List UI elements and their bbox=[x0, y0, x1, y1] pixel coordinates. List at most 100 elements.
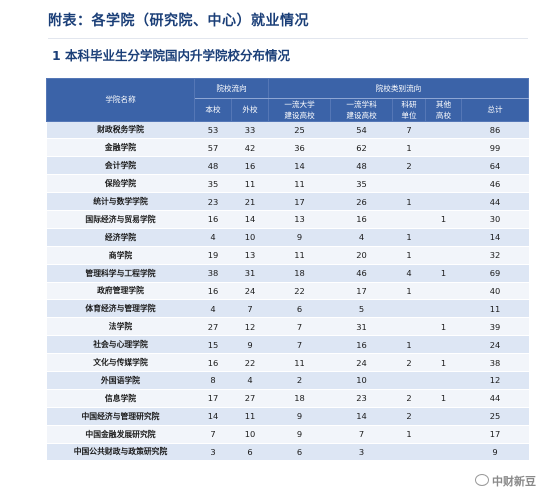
cell-name: 国际经济与贸易学院 bbox=[46, 210, 195, 229]
cell-qita bbox=[425, 282, 462, 301]
cell-name: 经济学院 bbox=[46, 228, 195, 247]
cell-xueke: 24 bbox=[330, 353, 393, 372]
cell-daxue: 11 bbox=[268, 353, 331, 372]
cell-waixiao: 22 bbox=[231, 353, 269, 372]
header-college-name: 学院名称 bbox=[46, 78, 195, 122]
cell-qita: 1 bbox=[425, 317, 462, 337]
cell-xueke: 16 bbox=[330, 335, 393, 355]
table-row: 统计与数学学院 23 21 17 26 1 44 bbox=[46, 192, 529, 211]
cell-keyan bbox=[392, 210, 426, 229]
cell-xueke: 20 bbox=[330, 246, 393, 265]
cell-daxue: 6 bbox=[268, 443, 331, 462]
cell-name: 政府管理学院 bbox=[46, 282, 195, 301]
cell-daxue: 9 bbox=[268, 228, 331, 247]
cell-xueke: 4 bbox=[330, 228, 393, 247]
header-waixiao: 外校 bbox=[231, 97, 269, 122]
cell-total: 40 bbox=[461, 282, 529, 301]
cell-daxue: 25 bbox=[268, 121, 331, 140]
cell-total: 32 bbox=[461, 246, 529, 265]
table-row: 政府管理学院 16 24 22 17 1 40 bbox=[46, 282, 529, 301]
distribution-table: 学院名称 院校流向 院校类别流向 本校 外校 一流大学 建设高校 一流学科 建设高校… bbox=[46, 78, 529, 462]
cell-daxue: 18 bbox=[268, 264, 331, 283]
cell-xueke: 26 bbox=[330, 192, 393, 211]
cell-benxiao: 3 bbox=[194, 443, 232, 462]
cell-waixiao: 6 bbox=[231, 443, 269, 462]
cell-xueke: 54 bbox=[330, 121, 393, 140]
cell-total: 17 bbox=[461, 425, 529, 444]
cell-total: 46 bbox=[461, 174, 529, 194]
cell-daxue: 11 bbox=[268, 174, 331, 194]
cell-total: 9 bbox=[461, 443, 529, 462]
cell-qita: 1 bbox=[425, 210, 462, 229]
cell-waixiao: 33 bbox=[231, 121, 269, 140]
cell-name: 会计学院 bbox=[46, 156, 195, 176]
cell-benxiao: 4 bbox=[194, 299, 232, 319]
cell-waixiao: 42 bbox=[231, 138, 269, 158]
cell-name: 信息学院 bbox=[46, 389, 195, 408]
cell-waixiao: 27 bbox=[231, 389, 269, 408]
cell-benxiao: 7 bbox=[194, 425, 232, 444]
cell-xueke: 17 bbox=[330, 282, 393, 301]
cell-total: 44 bbox=[461, 389, 529, 408]
cell-daxue: 22 bbox=[268, 282, 331, 301]
cell-xueke: 46 bbox=[330, 264, 393, 283]
cell-name: 保险学院 bbox=[46, 174, 195, 194]
cell-xueke: 23 bbox=[330, 389, 393, 408]
cell-benxiao: 17 bbox=[194, 389, 232, 408]
table-row: 会计学院 48 16 14 48 2 64 bbox=[46, 156, 529, 176]
cell-name: 外国语学院 bbox=[46, 371, 195, 390]
header-group-category: 院校类别流向 bbox=[268, 78, 529, 99]
cell-daxue: 11 bbox=[268, 246, 331, 265]
table-row: 信息学院 17 27 18 23 2 1 44 bbox=[46, 389, 529, 408]
cell-total: 24 bbox=[461, 335, 529, 355]
cell-keyan: 2 bbox=[392, 407, 426, 426]
cell-keyan: 2 bbox=[392, 353, 426, 372]
cell-keyan: 1 bbox=[392, 282, 426, 301]
cell-xueke: 31 bbox=[330, 317, 393, 337]
cell-qita bbox=[425, 174, 462, 194]
cell-keyan bbox=[392, 317, 426, 337]
cell-name: 中国金融发展研究院 bbox=[46, 425, 195, 444]
table-row: 中国金融发展研究院 7 10 9 7 1 17 bbox=[46, 425, 529, 444]
cell-benxiao: 16 bbox=[194, 353, 232, 372]
cell-total: 86 bbox=[461, 121, 529, 140]
cell-name: 中国公共财政与政策研究院 bbox=[46, 443, 195, 462]
cell-waixiao: 11 bbox=[231, 174, 269, 194]
cell-xueke: 14 bbox=[330, 407, 393, 426]
cell-benxiao: 27 bbox=[194, 317, 232, 337]
header-qita: 其他 高校 bbox=[425, 97, 462, 122]
table-row: 中国公共财政与政策研究院 3 6 6 3 9 bbox=[46, 443, 529, 462]
header-yiliu-daxue: 一流大学 建设高校 bbox=[268, 97, 331, 122]
page-title: 附表：各学院（研究院、中心）就业情况 bbox=[48, 13, 309, 29]
cell-benxiao: 8 bbox=[194, 371, 232, 390]
cell-waixiao: 9 bbox=[231, 335, 269, 355]
cell-qita bbox=[425, 228, 462, 247]
cell-daxue: 2 bbox=[268, 371, 331, 390]
cell-daxue: 18 bbox=[268, 389, 331, 408]
cell-qita bbox=[425, 443, 462, 462]
cell-waixiao: 31 bbox=[231, 264, 269, 283]
cell-total: 69 bbox=[461, 264, 529, 283]
cell-keyan bbox=[392, 174, 426, 194]
cell-keyan: 2 bbox=[392, 156, 426, 176]
table-row: 国际经济与贸易学院 16 14 13 16 1 30 bbox=[46, 210, 529, 229]
cell-benxiao: 16 bbox=[194, 210, 232, 229]
cell-name: 管理科学与工程学院 bbox=[46, 264, 195, 283]
section-title: 1 本科毕业生分学院国内升学院校分布情况 bbox=[52, 48, 291, 63]
cell-benxiao: 23 bbox=[194, 192, 232, 211]
cell-qita: 1 bbox=[425, 389, 462, 408]
cell-waixiao: 13 bbox=[231, 246, 269, 265]
cell-name: 财政税务学院 bbox=[46, 121, 195, 140]
cell-name: 体育经济与管理学院 bbox=[46, 299, 195, 319]
cell-total: 11 bbox=[461, 299, 529, 319]
cell-daxue: 7 bbox=[268, 335, 331, 355]
header-total: 总计 bbox=[461, 97, 529, 122]
cell-benxiao: 48 bbox=[194, 156, 232, 176]
cell-qita bbox=[425, 299, 462, 319]
cell-qita bbox=[425, 121, 462, 140]
cell-waixiao: 4 bbox=[231, 371, 269, 390]
table-row: 法学院 27 12 7 31 1 39 bbox=[46, 317, 529, 337]
cell-keyan bbox=[392, 443, 426, 462]
cell-qita bbox=[425, 156, 462, 176]
cell-benxiao: 57 bbox=[194, 138, 232, 158]
